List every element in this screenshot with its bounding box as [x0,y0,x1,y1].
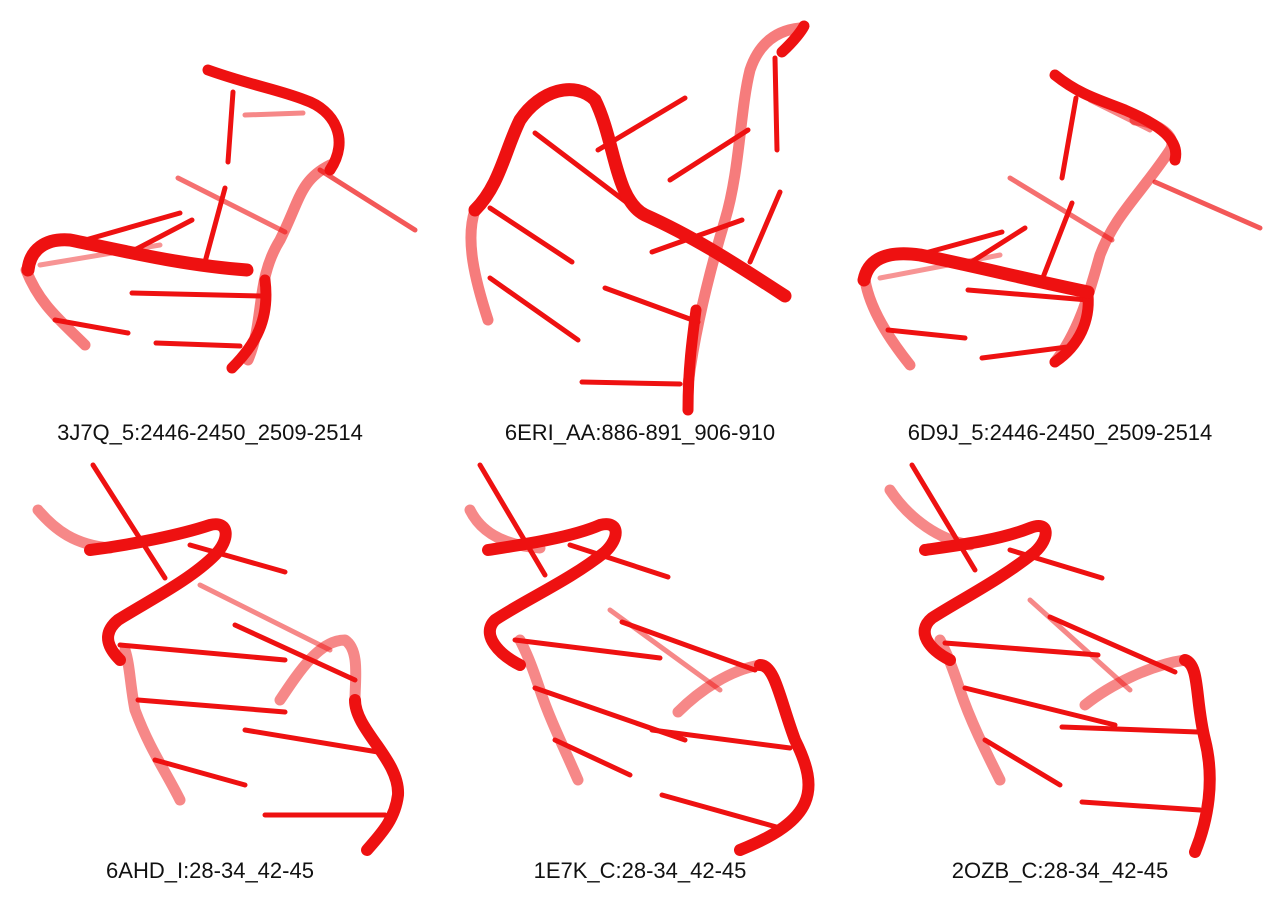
base-pair-rung [490,208,572,262]
base-pair-rung [132,293,262,296]
base-pair-rung [1062,98,1076,178]
panel-caption: 6AHD_I:28-34_42-45 [0,858,420,884]
base-pair-rung [245,730,378,752]
rna-backbone-faded [125,650,180,800]
base-pair-rung [622,622,755,670]
base-pair-rung [515,640,660,658]
rna-backbone-faded [38,510,110,548]
rna-backbone-faded [26,270,85,345]
base-pair-rung [1042,203,1072,280]
rna-structure-image [0,0,420,450]
base-pair-rung [1155,182,1260,228]
rna-backbone-faded [1085,660,1185,705]
base-pair-rung [1062,727,1198,732]
rna-backbone-faded [520,640,578,780]
panel-6eri: 6ERI_AA:886-891_906-910 [430,0,850,450]
base-pair-rung [1050,617,1175,672]
rna-backbone-faded [688,28,800,385]
base-pair-rung [228,92,233,162]
base-pair-rung [582,382,680,384]
panel-6ahd: 6AHD_I:28-34_42-45 [0,450,420,900]
rna-backbone [355,700,398,850]
panel-caption: 1E7K_C:28-34_42-45 [430,858,850,884]
base-pair-rung [605,288,698,322]
panel-caption: 6ERI_AA:886-891_906-910 [430,420,850,446]
base-pair-rung [178,178,285,232]
base-pair-rung [1082,802,1200,810]
rna-backbone [688,310,696,410]
base-pair-rung [750,192,780,262]
panel-caption: 3J7Q_5:2446-2450_2509-2514 [0,420,420,446]
base-pair-rung [775,58,777,150]
panel-2ozb: 2OZB_C:28-34_42-45 [850,450,1270,900]
base-pair-rung [480,465,545,575]
panel-caption: 6D9J_5:2446-2450_2509-2514 [850,420,1270,446]
rna-structure-image [850,450,1270,900]
base-pair-rung [320,170,415,230]
rna-structure-image [430,450,850,900]
panel-caption: 2OZB_C:28-34_42-45 [850,858,1270,884]
base-pair-rung [652,730,790,748]
rna-structure-image [0,450,420,900]
rna-backbone [90,524,226,660]
panel-3j7q: 3J7Q_5:2446-2450_2509-2514 [0,0,420,450]
rna-backbone-faded [865,280,910,365]
base-pair-rung [888,330,965,338]
base-pair-rung [120,645,285,660]
rna-structure-image [850,0,1270,450]
base-pair-rung [490,278,578,340]
base-pair-rung [245,113,303,115]
rna-backbone-faded [471,210,488,320]
rna-backbone [1185,660,1210,852]
base-pair-rung [945,643,1098,655]
base-pair-rung [156,343,240,346]
panel-1e7k: 1E7K_C:28-34_42-45 [430,450,850,900]
rna-backbone [28,240,247,270]
base-pair-rung [93,465,165,578]
base-pair-rung [662,795,780,828]
rna-structure-image [430,0,850,450]
base-pair-rung [138,700,285,712]
panel-6d9j: 6D9J_5:2446-2450_2509-2514 [850,0,1270,450]
